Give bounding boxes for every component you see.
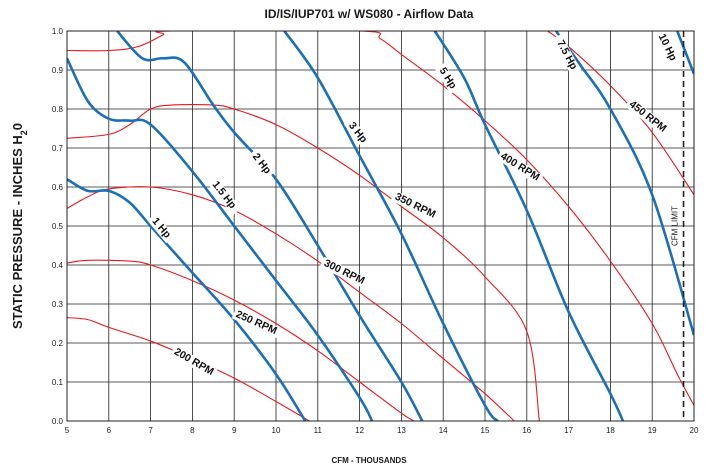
label-bg — [231, 308, 281, 339]
x-tick-label: 13 — [397, 426, 406, 435]
x-axis-label: CFM - THOUSANDS — [331, 456, 407, 465]
hp-curve-3-hp — [283, 31, 499, 421]
label-bg — [247, 148, 275, 180]
x-tick-label: 12 — [355, 426, 364, 435]
rpm-curve-250-rpm — [67, 259, 415, 421]
hp-curves — [67, 31, 694, 421]
y-tick-label: 0.2 — [52, 339, 64, 348]
x-tick-label: 18 — [606, 426, 615, 435]
x-tick-label: 8 — [190, 426, 195, 435]
y-tick-label: 0.6 — [52, 183, 64, 192]
x-tick-label: 20 — [690, 426, 699, 435]
hp-curve-10-hp — [676, 31, 694, 75]
label-group-2-hp: 2 Hp — [247, 148, 275, 180]
hp-curve-5-hp — [433, 31, 625, 421]
label-bg — [206, 175, 242, 216]
x-tick-label: 6 — [107, 426, 112, 435]
curve-label-300-rpm: 300 RPM — [322, 257, 367, 287]
y-tick-label: 0.3 — [52, 300, 64, 309]
y-tick-label: 0.8 — [52, 105, 64, 114]
cfm-limit: CFM LIMIT — [671, 31, 685, 421]
curve-label-10-hp: 10 Hp — [656, 32, 679, 63]
rpm-curve-400-rpm — [67, 31, 694, 406]
curve-label-200-rpm: 200 RPM — [172, 346, 216, 378]
y-tick-label: 1.0 — [52, 27, 64, 36]
y-tick-label: 0.7 — [52, 144, 64, 153]
x-tick-label: 15 — [481, 426, 490, 435]
label-group-450-rpm: 450 RPM — [624, 97, 671, 137]
label-group-10-hp: 10 Hp — [654, 28, 680, 67]
y-tick-label: 0.9 — [52, 66, 64, 75]
label-group-400-rpm: 400 RPM — [496, 149, 544, 185]
y-axis-label: STATIC PRESSURE - INCHES H20 — [10, 123, 29, 329]
x-tick-label: 11 — [314, 426, 323, 435]
label-bg — [496, 149, 544, 185]
y-axis-label-main: STATIC PRESSURE - INCHES H — [10, 135, 25, 329]
y-tick-label: 0.1 — [52, 378, 64, 387]
y-tick-label: 0.5 — [52, 222, 64, 231]
label-bg — [169, 345, 218, 380]
label-bg — [434, 63, 460, 94]
tick-labels: 5 6 7 8 9 10 11 12 13 14 15 16 17 18 19 20 0.0 0.1 0.2 0.3 0… — [52, 27, 699, 435]
label-bg — [390, 190, 440, 222]
x-tick-label: 10 — [272, 426, 281, 435]
label-group-200-rpm: 200 RPM — [169, 345, 218, 380]
rpm-curve-300-rpm — [67, 186, 515, 421]
grid — [66, 30, 695, 422]
curve-label-450-rpm: 450 RPM — [627, 98, 669, 135]
chart-title: ID/IS/IUP701 w/ WS080 - Airflow Data — [265, 7, 474, 21]
x-tick-label: 7 — [148, 426, 153, 435]
label-bg — [319, 256, 369, 289]
label-bg — [624, 97, 671, 137]
x-tick-label: 5 — [65, 426, 70, 435]
plot-frame — [66, 30, 695, 422]
label-group-300-rpm: 300 RPM — [319, 256, 369, 289]
label-bg — [551, 33, 582, 77]
hp-curve-7-5-hp — [555, 31, 694, 336]
hp-curve-2-hp — [116, 31, 424, 421]
label-bg — [654, 28, 680, 67]
rpm-curve-200-rpm — [67, 317, 310, 421]
x-tick-label: 14 — [439, 426, 448, 435]
x-tick-label: 16 — [522, 426, 531, 435]
x-tick-label: 19 — [648, 426, 657, 435]
y-tick-label: 0.4 — [52, 261, 64, 270]
curve-label-7-5-hp: 7.5 Hp — [554, 38, 579, 71]
x-tick-label: 17 — [564, 426, 573, 435]
hp-curve-1-5-hp — [67, 57, 374, 421]
y-axis-label-tail: 0 — [10, 123, 25, 130]
hp-curve-1-hp — [67, 178, 307, 421]
x-tick-label: 9 — [232, 426, 237, 435]
label-bg — [343, 117, 371, 148]
cfm-limit-label: CFM LIMIT — [671, 206, 680, 246]
label-bg — [147, 213, 175, 244]
y-tick-label: 0.0 — [52, 417, 64, 426]
y-axis-label-sub: 2 — [19, 130, 29, 135]
